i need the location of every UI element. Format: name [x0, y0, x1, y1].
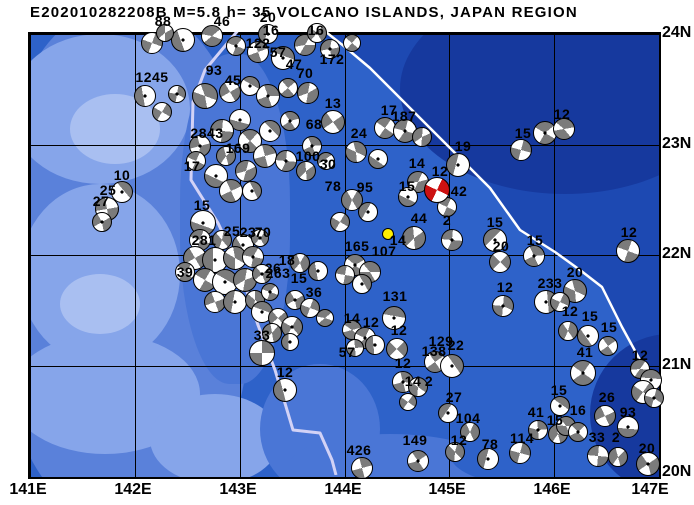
grid-line-horizontal	[30, 366, 659, 367]
map-frame	[28, 32, 661, 479]
bathymetry-patch	[60, 274, 140, 334]
bathymetry-patch	[150, 394, 280, 477]
plot-title: E202010282208B M=5.8 h= 35 VOLCANO ISLAN…	[30, 4, 578, 21]
grid-line-horizontal	[30, 145, 659, 146]
ridge-line	[189, 32, 338, 475]
trench-line	[323, 32, 652, 396]
